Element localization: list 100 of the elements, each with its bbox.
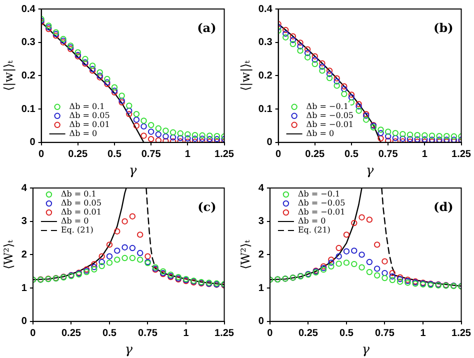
legend-label: Δb = 0.1 [60, 190, 96, 199]
point [297, 43, 304, 50]
point [328, 263, 334, 270]
point [177, 130, 184, 136]
point [389, 276, 396, 284]
point [356, 103, 362, 110]
point [290, 40, 296, 48]
point [126, 110, 132, 118]
point [290, 33, 296, 40]
point [214, 136, 220, 142]
point [341, 83, 348, 90]
point [356, 108, 362, 114]
point [348, 92, 355, 98]
point [214, 132, 220, 140]
y-axis-title: ⟨|w|⟩ₜ [238, 60, 252, 92]
point [304, 54, 311, 60]
y-axis-title: ⟨W²⟩ₜ [1, 240, 16, 270]
point [334, 82, 340, 89]
x-tick-label: 1 [184, 149, 191, 160]
point [91, 264, 98, 270]
x-tick-label: 0.25 [68, 149, 88, 160]
x-tick-label: 1.25 [214, 328, 234, 340]
y-tick-label: 0.4 [21, 4, 36, 15]
point [356, 100, 362, 108]
point [136, 250, 144, 256]
point [199, 132, 206, 138]
point [374, 266, 380, 272]
point [155, 131, 162, 138]
point [96, 69, 103, 76]
point [106, 242, 113, 248]
x-tick-label: 0.25 [305, 149, 326, 160]
y-tick-label: 0.1 [258, 104, 273, 115]
x-axis-title: γ [362, 342, 370, 358]
x-tick-label: 0.25 [298, 328, 318, 340]
x-tick-label: 1 [422, 149, 428, 160]
point [450, 133, 458, 140]
point [82, 56, 88, 62]
y-tick-label: 0.3 [258, 37, 273, 48]
point [348, 94, 355, 100]
legend-label: Δb = 0 [69, 128, 98, 138]
legend-label: Δb = 0 [306, 128, 334, 138]
point [358, 214, 365, 220]
legend-label: Δb = 0 [298, 216, 326, 226]
point [122, 244, 128, 250]
x-tick-label: 1.25 [452, 149, 472, 160]
x-tick-label: 0.5 [102, 328, 117, 340]
x-tick-label: 0.75 [138, 328, 158, 340]
point [114, 248, 120, 254]
x-tick-label: 0 [276, 149, 282, 160]
point [89, 62, 96, 69]
point [282, 30, 289, 37]
point [290, 36, 296, 44]
point [326, 74, 333, 82]
point [122, 254, 128, 262]
point [162, 128, 169, 134]
point [297, 48, 304, 54]
point [206, 136, 213, 142]
x-tick-label: 1 [183, 328, 190, 340]
point [133, 110, 140, 118]
point [366, 216, 373, 223]
point [177, 134, 184, 142]
point [328, 260, 334, 266]
point [382, 270, 388, 276]
point [351, 260, 358, 268]
x-tick-label: 1 [420, 328, 426, 340]
point [192, 132, 198, 138]
point [304, 50, 311, 56]
annotation: (b) [434, 21, 454, 36]
point [192, 136, 198, 142]
x-tick-label: 0.5 [108, 149, 122, 160]
point [98, 262, 105, 270]
legend-label: Δb = −0.1 [298, 190, 340, 199]
point [384, 128, 392, 135]
point [341, 86, 348, 92]
point [392, 134, 398, 142]
point [341, 90, 348, 98]
point [136, 232, 144, 238]
x-tick-label: 1.25 [214, 149, 234, 160]
point [170, 129, 176, 136]
point [304, 46, 311, 52]
legend-label: Δb = −0.05 [306, 110, 354, 120]
point [319, 64, 326, 70]
point [129, 254, 136, 262]
y-tick-label: 0 [30, 137, 36, 148]
legend-label: Δb = 0.01 [69, 120, 110, 129]
point [374, 272, 380, 278]
point [351, 220, 358, 226]
legend-label: Δb = −0.05 [298, 198, 346, 208]
point [312, 53, 318, 60]
point [148, 122, 154, 128]
y-tick-label: 3 [258, 216, 264, 228]
point [422, 132, 428, 138]
point [392, 130, 398, 136]
point [326, 70, 333, 78]
point [312, 56, 318, 63]
x-tick-label: 1.25 [452, 328, 472, 340]
point [389, 273, 396, 280]
point [133, 116, 140, 123]
x-axis-title: γ [124, 342, 133, 358]
point [378, 135, 384, 142]
